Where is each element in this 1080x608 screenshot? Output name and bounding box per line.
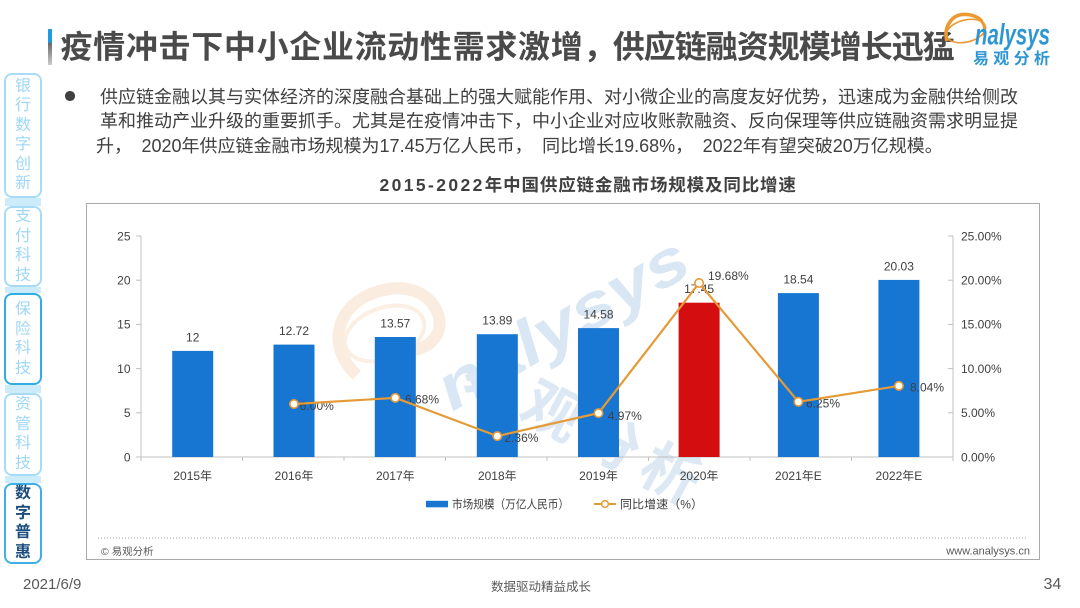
- svg-text:4.97%: 4.97%: [608, 409, 642, 423]
- svg-text:12.72: 12.72: [279, 324, 309, 338]
- svg-text:0: 0: [124, 450, 131, 464]
- svg-text:15: 15: [117, 318, 131, 332]
- svg-text:15.00%: 15.00%: [961, 318, 1002, 332]
- svg-text:13.89: 13.89: [482, 314, 512, 328]
- svg-text:13.57: 13.57: [380, 317, 410, 331]
- svg-text:8.04%: 8.04%: [910, 380, 944, 394]
- svg-text:易观分析: 易观分析: [973, 50, 1054, 68]
- svg-text:12: 12: [186, 330, 200, 344]
- svg-text:2015年: 2015年: [173, 469, 212, 483]
- svg-text:5.00%: 5.00%: [961, 406, 995, 420]
- svg-text:14.58: 14.58: [583, 308, 613, 322]
- svg-text:2.36%: 2.36%: [504, 431, 538, 445]
- svg-text:20.00%: 20.00%: [961, 274, 1002, 288]
- svg-text:25: 25: [117, 229, 131, 243]
- svg-text:2022年E: 2022年E: [876, 469, 923, 483]
- svg-text:2016年: 2016年: [275, 469, 314, 483]
- svg-text:2017年: 2017年: [376, 469, 415, 483]
- svg-text:0.00%: 0.00%: [961, 450, 995, 464]
- svg-text:2018年: 2018年: [478, 469, 517, 483]
- svg-text:nalysys: nalysys: [975, 19, 1050, 52]
- svg-text:20.03: 20.03: [884, 259, 914, 273]
- svg-text:2020年: 2020年: [680, 469, 719, 483]
- svg-text:www.analysys.cn: www.analysys.cn: [945, 546, 1030, 558]
- svg-text:© 易观分析: © 易观分析: [101, 546, 154, 558]
- svg-text:10.00%: 10.00%: [961, 362, 1002, 376]
- svg-text:5: 5: [124, 406, 131, 420]
- svg-text:2019年: 2019年: [579, 469, 618, 483]
- svg-text:20: 20: [117, 274, 131, 288]
- svg-text:25.00%: 25.00%: [961, 229, 1002, 243]
- svg-text:10: 10: [117, 362, 131, 376]
- svg-text:6.68%: 6.68%: [405, 393, 439, 407]
- svg-text:同比增速（%）: 同比增速（%）: [620, 497, 703, 511]
- svg-text:2021年E: 2021年E: [775, 469, 822, 483]
- svg-text:19.68%: 19.68%: [708, 269, 749, 283]
- svg-text:市场规模（万亿人民币）: 市场规模（万亿人民币）: [452, 497, 569, 511]
- svg-text:18.54: 18.54: [783, 273, 813, 287]
